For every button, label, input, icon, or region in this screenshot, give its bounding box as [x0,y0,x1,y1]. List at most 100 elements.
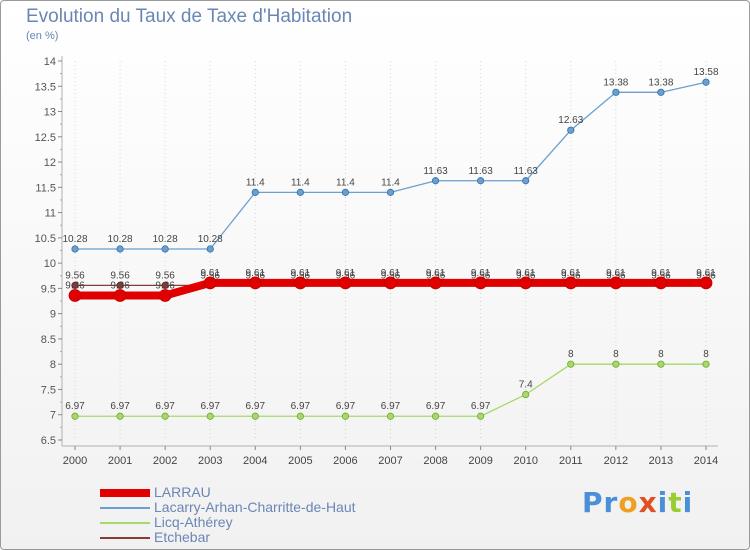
point-lacarry-arhan-charritte-de-haut [206,245,214,253]
logo-letter: i [682,486,694,519]
point-larrau [293,276,307,290]
chart-subtitle: (en %) [26,30,59,42]
legend-swatch [100,507,150,509]
data-label-larrau: 9.36 [65,280,85,291]
x-tick-label: 2006 [333,455,357,467]
x-tick-label: 2014 [694,455,718,467]
data-label-etchebar: 9.56 [110,270,130,281]
data-label-etchebar: 9.56 [516,270,536,281]
point-licq-ath-rey [567,360,575,368]
data-label-etchebar: 9.56 [651,270,671,281]
legend-label: Licq-Athérey [154,514,233,530]
data-label-larrau: 9.61 [651,268,671,279]
point-licq-ath-rey [477,412,485,420]
y-tick-label: 13.5 [35,81,56,93]
point-larrau [474,276,488,290]
point-licq-ath-rey [71,412,79,420]
y-tick-label: 14 [44,56,56,68]
data-label-larrau: 9.61 [426,268,446,279]
point-etchebar [116,281,124,289]
point-licq-ath-rey [386,412,395,420]
data-label-etchebar: 9.56 [65,270,85,281]
y-tick-label: 7.5 [41,384,56,396]
data-label-lacarry-arhan-charritte-de-haut: 10.28 [108,234,133,245]
data-label-larrau: 9.61 [516,268,536,279]
x-tick-label: 2010 [513,455,537,467]
logo-letter: x [638,486,658,519]
x-tick-label: 2003 [198,455,222,467]
x-tick-label: 2011 [559,455,583,467]
point-larrau [654,276,668,290]
data-label-etchebar: 9.56 [426,270,446,281]
data-label-licq-ath-rey: 6.97 [200,401,220,412]
data-label-etchebar: 9.56 [336,270,356,281]
logo-letter: P [582,486,604,519]
data-label-lacarry-arhan-charritte-de-haut: 10.28 [62,234,87,245]
data-label-etchebar: 9.56 [381,270,401,281]
point-licq-ath-rey [296,412,304,420]
data-label-lacarry-arhan-charritte-de-haut: 11.4 [336,177,355,188]
y-tick-label: 8 [50,359,56,371]
legend-label: Etchebar [154,529,211,545]
point-lacarry-arhan-charritte-de-haut [702,78,710,86]
y-tick-label: 12 [44,157,56,169]
data-label-licq-ath-rey: 6.97 [381,401,401,412]
data-label-etchebar: 9.56 [291,270,311,281]
data-label-larrau: 9.61 [471,268,491,279]
data-label-etchebar: 9.56 [606,270,626,281]
point-licq-ath-rey [116,412,124,420]
point-lacarry-arhan-charritte-de-haut [296,188,304,196]
data-label-licq-ath-rey: 6.97 [246,401,266,412]
point-licq-ath-rey [522,390,530,399]
data-label-lacarry-arhan-charritte-de-haut: 13.58 [693,67,718,78]
logo-letter: r [603,486,619,519]
data-label-etchebar: 9.56 [696,270,716,281]
y-tick-label: 13 [44,107,56,119]
legend-label: LARRAU [154,484,211,500]
data-label-licq-ath-rey: 6.97 [155,401,175,412]
data-label-larrau: 9.61 [606,268,626,279]
y-tick-label: 7 [50,410,56,422]
point-larrau [564,276,578,290]
point-licq-ath-rey [341,412,350,420]
point-licq-ath-rey [161,412,169,420]
logo-letter: i [657,486,669,519]
data-label-licq-ath-rey: 8 [568,349,574,360]
data-label-licq-ath-rey: 6.97 [65,401,85,412]
point-larrau [158,289,172,302]
point-licq-ath-rey [206,412,214,420]
data-label-licq-ath-rey: 8 [658,349,664,360]
data-label-lacarry-arhan-charritte-de-haut: 10.28 [198,234,223,245]
x-tick-label: 2005 [288,455,312,467]
data-label-licq-ath-rey: 6.97 [471,401,491,412]
point-lacarry-arhan-charritte-de-haut [431,177,440,185]
point-larrau [519,276,533,290]
legend-swatch [100,522,150,524]
x-tick-label: 2012 [604,455,628,467]
data-label-licq-ath-rey: 8 [703,349,709,360]
data-label-licq-ath-rey: 8 [613,349,619,360]
point-lacarry-arhan-charritte-de-haut [116,245,124,253]
point-lacarry-arhan-charritte-de-haut [341,188,350,196]
point-larrau [609,276,623,290]
y-tick-label: 6.5 [41,435,56,447]
x-tick-label: 2001 [108,455,132,467]
data-label-larrau: 9.61 [291,268,311,279]
point-larrau [203,276,217,290]
point-larrau [248,276,262,290]
y-tick-label: 8.5 [41,334,56,346]
point-licq-ath-rey [612,360,620,368]
data-label-etchebar: 9.56 [561,270,581,281]
x-tick-label: 2008 [423,455,447,467]
logo-letter: o [618,486,639,519]
x-tick-label: 2002 [153,455,177,467]
data-label-etchebar: 9.56 [246,270,266,281]
data-label-licq-ath-rey: 6.97 [291,401,311,412]
point-larrau [68,289,82,302]
data-label-lacarry-arhan-charritte-de-haut: 11.4 [246,177,265,188]
point-licq-ath-rey [657,360,665,368]
point-lacarry-arhan-charritte-de-haut [477,177,485,185]
data-label-lacarry-arhan-charritte-de-haut: 11.4 [291,177,310,188]
data-label-larrau: 9.61 [696,268,716,279]
